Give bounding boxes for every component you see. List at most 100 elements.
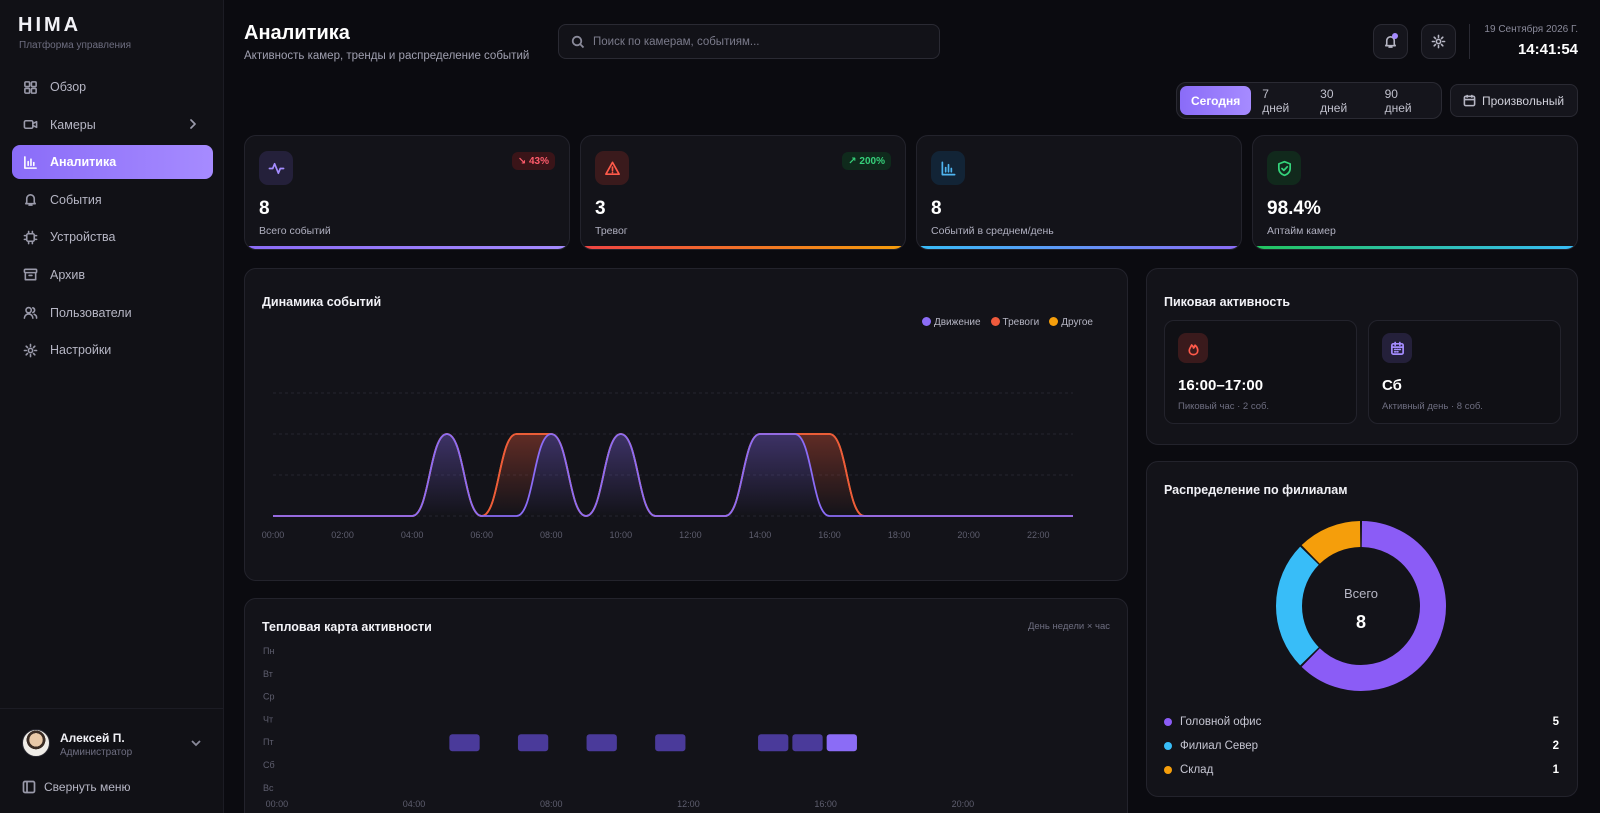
search-icon — [571, 35, 585, 48]
x-tick-label: 04:00 — [403, 799, 426, 809]
x-tick-label: 06:00 — [470, 530, 493, 540]
card-title: Распределение по филиалам — [1164, 483, 1348, 497]
chevron-right-icon[interactable] — [187, 118, 199, 133]
sidebar-item-cameras[interactable]: Камеры — [12, 108, 213, 142]
gear-icon — [22, 342, 38, 358]
range-90-days-button[interactable]: 90 дней — [1384, 86, 1412, 115]
branch-name: Филиал Север — [1180, 740, 1259, 752]
x-tick-label: 14:00 — [749, 530, 772, 540]
sidebar-item-overview[interactable]: Обзор — [12, 70, 213, 104]
x-tick-label: 10:00 — [610, 530, 633, 540]
x-tick-label: 04:00 — [401, 530, 424, 540]
legend-swatch — [1164, 718, 1172, 726]
grid-icon — [22, 79, 38, 95]
heatmap-cell[interactable] — [792, 734, 823, 752]
range-7-days-button[interactable]: 7 дней — [1262, 86, 1290, 115]
kpi-uptime: 98.4% Аптайм камер — [1252, 135, 1578, 250]
chevron-down-icon[interactable] — [190, 737, 202, 752]
range-30-days-button[interactable]: 30 дней — [1320, 86, 1348, 115]
sidebar-divider — [0, 708, 224, 709]
sidebar-item-devices[interactable]: Устройства — [12, 220, 213, 254]
kpi-avg-events: 8 Событий в среднем/день — [916, 135, 1242, 250]
legend-swatch — [1164, 766, 1172, 774]
calendar-icon — [1463, 94, 1476, 107]
series-line-Движение[interactable] — [273, 433, 1073, 517]
kpi-value: 3 — [595, 198, 606, 219]
app-subtitle: Платформа управления — [19, 40, 132, 51]
legend-label: Тревоги — [1002, 317, 1040, 328]
legend-item[interactable]: Тревоги — [990, 317, 1040, 328]
bell-icon — [22, 192, 38, 208]
donut-slice-Филиал Север[interactable] — [1276, 546, 1320, 666]
bar-chart-icon — [22, 154, 38, 170]
peak-hour-label: Пиковый час · 2 соб. — [1178, 401, 1270, 412]
sidebar-item-events[interactable]: События — [12, 183, 213, 217]
card-title: Пиковая активность — [1164, 295, 1291, 309]
donut-total-label: Всего — [1344, 586, 1378, 601]
heatmap-row-label: Чт — [263, 714, 273, 724]
bar-chart-icon — [931, 151, 965, 185]
collapse-menu-button[interactable]: Свернуть меню — [22, 780, 131, 794]
peak-activity-card: Пиковая активность 16:00–17:00 Пиковый ч… — [1146, 268, 1578, 445]
custom-range-label: Произвольный — [1482, 93, 1565, 108]
peak-day-box: Сб Активный день · 8 соб. — [1368, 320, 1561, 424]
branch-count: 2 — [1552, 740, 1559, 752]
legend-label: Движение — [933, 317, 981, 328]
archive-icon — [22, 267, 38, 283]
card-title: Динамика событий — [262, 295, 382, 309]
distribution-row[interactable]: Филиал Север 2 — [1164, 737, 1559, 755]
heatmap-cell[interactable] — [449, 734, 480, 752]
heatmap-axis-note: День недели × час — [1027, 621, 1110, 632]
heatmap-cell[interactable] — [826, 734, 857, 752]
custom-range-button[interactable]: Произвольный — [1450, 84, 1578, 117]
branch-name: Склад — [1180, 764, 1214, 776]
current-date: 19 Сентября 2026 Г. — [1484, 24, 1578, 35]
heatmap-cell[interactable] — [586, 734, 617, 752]
notifications-button[interactable] — [1373, 24, 1408, 59]
x-tick-label: 08:00 — [540, 799, 563, 809]
search-input[interactable] — [593, 35, 923, 48]
legend-item[interactable]: Другое — [1049, 317, 1093, 328]
heatmap-chart: Пн Вт Ср Чт Пт Сб Вс 00:00 04:00 08:00 12:00 16:00… — [263, 646, 974, 809]
sidebar-collapse-icon — [22, 780, 36, 794]
range-today-button[interactable]: Сегодня — [1180, 86, 1252, 115]
distribution-row[interactable]: Головной офис 5 — [1164, 713, 1559, 731]
x-tick-label: 02:00 — [331, 530, 354, 540]
app-logo[interactable]: HIMA — [18, 14, 82, 36]
sidebar-item-label: Пользователи — [50, 305, 132, 320]
heatmap-row-label: Сб — [263, 760, 275, 770]
legend-item[interactable]: Движение — [921, 317, 981, 328]
donut-slice-Склад[interactable] — [1301, 521, 1361, 565]
x-tick-label: 20:00 — [957, 530, 980, 540]
branch-distribution-card: Распределение по филиалам Всего 8 Головн… — [1146, 461, 1578, 797]
heatmap-cell[interactable] — [758, 734, 789, 752]
kpi-label: Тревог — [595, 225, 628, 237]
heatmap-cell[interactable] — [517, 734, 549, 752]
search-bar — [558, 24, 940, 59]
sidebar-item-users[interactable]: Пользователи — [12, 296, 213, 330]
legend-swatch — [1164, 742, 1172, 750]
shield-check-icon — [1267, 151, 1301, 185]
notification-dot — [1392, 33, 1398, 39]
branch-name: Головной офис — [1180, 716, 1262, 728]
trend-badge: ↘ 43% — [511, 152, 555, 170]
sidebar-item-analytics[interactable]: Аналитика — [12, 145, 213, 180]
kpi-alarms: ↗ 200% 3 Тревог — [580, 135, 906, 250]
collapse-menu-label: Свернуть меню — [44, 780, 131, 794]
settings-button[interactable] — [1421, 24, 1456, 59]
kpi-value: 8 — [931, 198, 942, 219]
sidebar-item-settings[interactable]: Настройки — [12, 333, 213, 367]
peak-day-label: Активный день · 8 соб. — [1382, 401, 1483, 412]
sidebar-item-label: Обзор — [50, 80, 87, 94]
heatmap-cell[interactable] — [655, 734, 686, 752]
page-subtitle: Активность камер, тренды и распределение… — [244, 50, 530, 62]
user-menu[interactable]: Алексей П. Администратор — [22, 729, 202, 761]
legend-swatch — [990, 317, 1000, 326]
peak-hour-value: 16:00–17:00 — [1178, 377, 1264, 394]
branch-count: 1 — [1552, 764, 1559, 776]
chip-icon — [22, 229, 38, 245]
distribution-row[interactable]: Склад 1 — [1164, 761, 1559, 779]
heatmap-row-label: Вс — [263, 783, 274, 793]
sidebar-item-archive[interactable]: Архив — [12, 258, 213, 292]
donut-slice-Головной офис[interactable] — [1301, 521, 1446, 691]
